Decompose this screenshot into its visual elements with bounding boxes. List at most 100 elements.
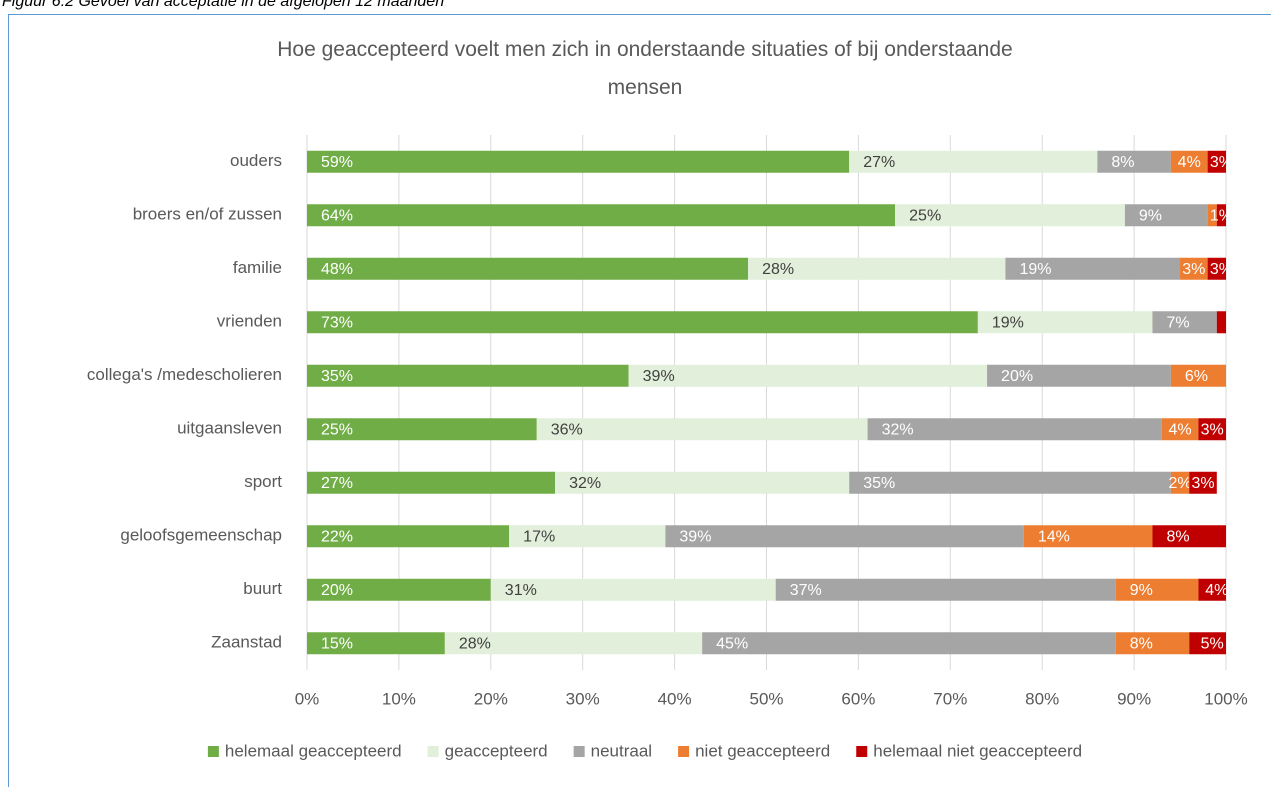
- bar-segment: [775, 578, 1116, 601]
- bar-segment: [1189, 471, 1217, 494]
- data-label: 6%: [1185, 368, 1208, 385]
- data-label: 32%: [569, 475, 601, 492]
- bar-segment: [307, 471, 556, 494]
- y-tick-label: familie: [233, 258, 282, 277]
- data-label: 32%: [882, 421, 914, 438]
- bar-segment: [1198, 578, 1226, 601]
- x-tick-label: 0%: [295, 689, 320, 708]
- x-tick-label: 20%: [474, 689, 508, 708]
- bar-segment: [977, 311, 1153, 334]
- data-label: 20%: [321, 582, 353, 599]
- y-tick-label: uitgaansleven: [177, 419, 282, 438]
- bar-segment: [849, 150, 1098, 173]
- bar-segment: [1207, 204, 1217, 227]
- bar-segment: [1023, 525, 1153, 548]
- y-tick-label: Zaanstad: [211, 633, 282, 652]
- y-tick-label: ouders: [230, 151, 282, 170]
- data-label: 59%: [321, 154, 353, 171]
- data-label: 3%: [1191, 475, 1214, 492]
- data-label: 35%: [863, 475, 895, 492]
- bar-segment: [867, 418, 1162, 441]
- data-label: 27%: [863, 154, 895, 171]
- data-label: 27%: [321, 475, 353, 492]
- data-label: 39%: [679, 528, 711, 545]
- bar-segment: [509, 525, 666, 548]
- y-tick-label: sport: [244, 472, 282, 491]
- bar-segment: [1180, 257, 1208, 280]
- data-label: 37%: [790, 582, 822, 599]
- bar-segment: [307, 257, 749, 280]
- data-label: 31%: [505, 582, 537, 599]
- x-tick-label: 80%: [1025, 689, 1059, 708]
- x-tick-label: 10%: [382, 689, 416, 708]
- legend-swatch: [856, 746, 868, 757]
- legend-label: niet geaccepteerd: [695, 741, 830, 760]
- data-label: 25%: [909, 207, 941, 224]
- data-label: 19%: [992, 314, 1024, 331]
- bar-segment: [1189, 632, 1226, 655]
- bar-segment: [702, 632, 1116, 655]
- bar-segment: [1115, 632, 1190, 655]
- data-label: 3%: [1210, 261, 1233, 278]
- bar-segment: [307, 311, 978, 334]
- data-label: 28%: [459, 635, 491, 652]
- bar-segment: [748, 257, 1006, 280]
- y-tick-label: vrienden: [217, 312, 282, 331]
- bar-segment: [665, 525, 1024, 548]
- bar-segment: [307, 578, 491, 601]
- bars: 59% 27% 8% 4% 3% 64% 25% 9% 1% 48% 28% 19% 3% 3% 73% 19…: [307, 150, 1233, 655]
- bar-segment: [1152, 525, 1226, 548]
- legend-swatch: [427, 746, 439, 757]
- bar-segment: [307, 364, 629, 387]
- bar-segment: [1216, 311, 1226, 334]
- data-label: 4%: [1178, 154, 1201, 171]
- data-label: 4%: [1168, 421, 1191, 438]
- data-label: 4%: [1205, 582, 1228, 599]
- legend-swatch: [678, 746, 690, 757]
- chart-title: Hoe geaccepteerd voelt men zich in onder…: [277, 38, 1012, 99]
- data-label: 48%: [321, 261, 353, 278]
- data-label: 3%: [1201, 421, 1224, 438]
- data-label: 8%: [1111, 154, 1134, 171]
- bar-segment: [444, 632, 703, 655]
- bar-segment: [1115, 578, 1199, 601]
- x-tick-label: 50%: [749, 689, 783, 708]
- data-label: 9%: [1139, 207, 1162, 224]
- data-label: 35%: [321, 368, 353, 385]
- x-tick-label: 30%: [566, 689, 600, 708]
- data-label: 39%: [643, 368, 675, 385]
- chart-frame: [8, 14, 1271, 787]
- bar-segment: [1005, 257, 1181, 280]
- data-label: 22%: [321, 528, 353, 545]
- bar-segment: [307, 150, 850, 173]
- y-tick-label: collega's /medescholieren: [87, 365, 282, 384]
- data-label: 9%: [1130, 582, 1153, 599]
- y-tick-label: geloofsgemeenschap: [120, 526, 282, 545]
- bar-segment: [1161, 418, 1199, 441]
- legend-label: helemaal niet geaccepteerd: [873, 741, 1082, 760]
- x-tick-label: 40%: [658, 689, 692, 708]
- data-label: 28%: [762, 261, 794, 278]
- data-label: 5%: [1201, 635, 1224, 652]
- bar-segment: [895, 204, 1125, 227]
- data-label: 14%: [1038, 528, 1070, 545]
- legend-label: geaccepteerd: [445, 741, 548, 760]
- bar-segment: [490, 578, 776, 601]
- x-tick-label: 70%: [933, 689, 967, 708]
- bar-segment: [1124, 204, 1208, 227]
- data-label: 17%: [523, 528, 555, 545]
- data-label: 2%: [1168, 475, 1191, 492]
- data-label: 20%: [1001, 368, 1033, 385]
- data-label: 73%: [321, 314, 353, 331]
- bar-segment: [555, 471, 850, 494]
- bar-segment: [1198, 418, 1226, 441]
- bar-segment: [1207, 150, 1226, 173]
- bar-segment: [307, 525, 510, 548]
- x-tick-label: 100%: [1204, 689, 1247, 708]
- bar-segment: [307, 632, 445, 655]
- x-tick-label: 90%: [1117, 689, 1151, 708]
- bar-segment: [628, 364, 988, 387]
- bar-segment: [849, 471, 1171, 494]
- bar-segment: [1216, 204, 1226, 227]
- bar-segment: [1097, 150, 1171, 173]
